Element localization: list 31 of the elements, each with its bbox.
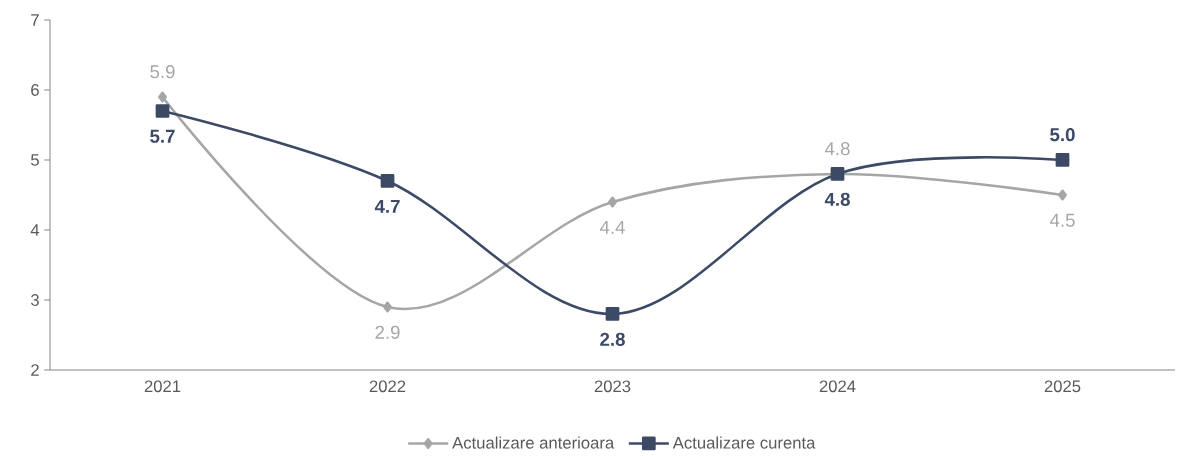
data-label: 2.9 xyxy=(375,325,400,339)
data-label: 5.0 xyxy=(1050,128,1075,142)
y-tick-label: 6 xyxy=(31,84,39,96)
legend-label: Actualizare anterioara xyxy=(452,436,615,449)
data-label: 5.9 xyxy=(150,65,175,79)
point xyxy=(155,104,170,118)
data-label: 4.4 xyxy=(599,220,625,234)
y-tick-label: 5 xyxy=(31,154,39,166)
y-tick-label: 4 xyxy=(30,224,40,236)
legend-label: Actualizare curenta xyxy=(672,436,816,449)
data-label: 4.8 xyxy=(824,142,850,156)
x-tick-label: 2025 xyxy=(1044,380,1081,393)
point xyxy=(605,307,620,321)
data-label: 4.7 xyxy=(374,199,400,213)
data-label: 2.8 xyxy=(600,332,625,346)
x-tick-label: 2021 xyxy=(144,380,181,393)
data-label: 5.7 xyxy=(150,129,175,143)
y-tick-label: 7 xyxy=(31,14,39,26)
x-tick-label: 2023 xyxy=(594,380,631,393)
point xyxy=(380,174,395,188)
y-tick-label: 2 xyxy=(31,364,39,376)
point xyxy=(1055,153,1070,167)
point xyxy=(158,91,167,103)
x-tick-label: 2022 xyxy=(369,380,406,393)
y-tick-label: 3 xyxy=(30,294,39,306)
point xyxy=(608,196,617,208)
point xyxy=(1058,189,1067,201)
data-label: 4.5 xyxy=(1049,213,1075,227)
data-label: 4.8 xyxy=(824,192,850,206)
point xyxy=(383,301,392,313)
x-tick-label: 2024 xyxy=(819,380,856,393)
